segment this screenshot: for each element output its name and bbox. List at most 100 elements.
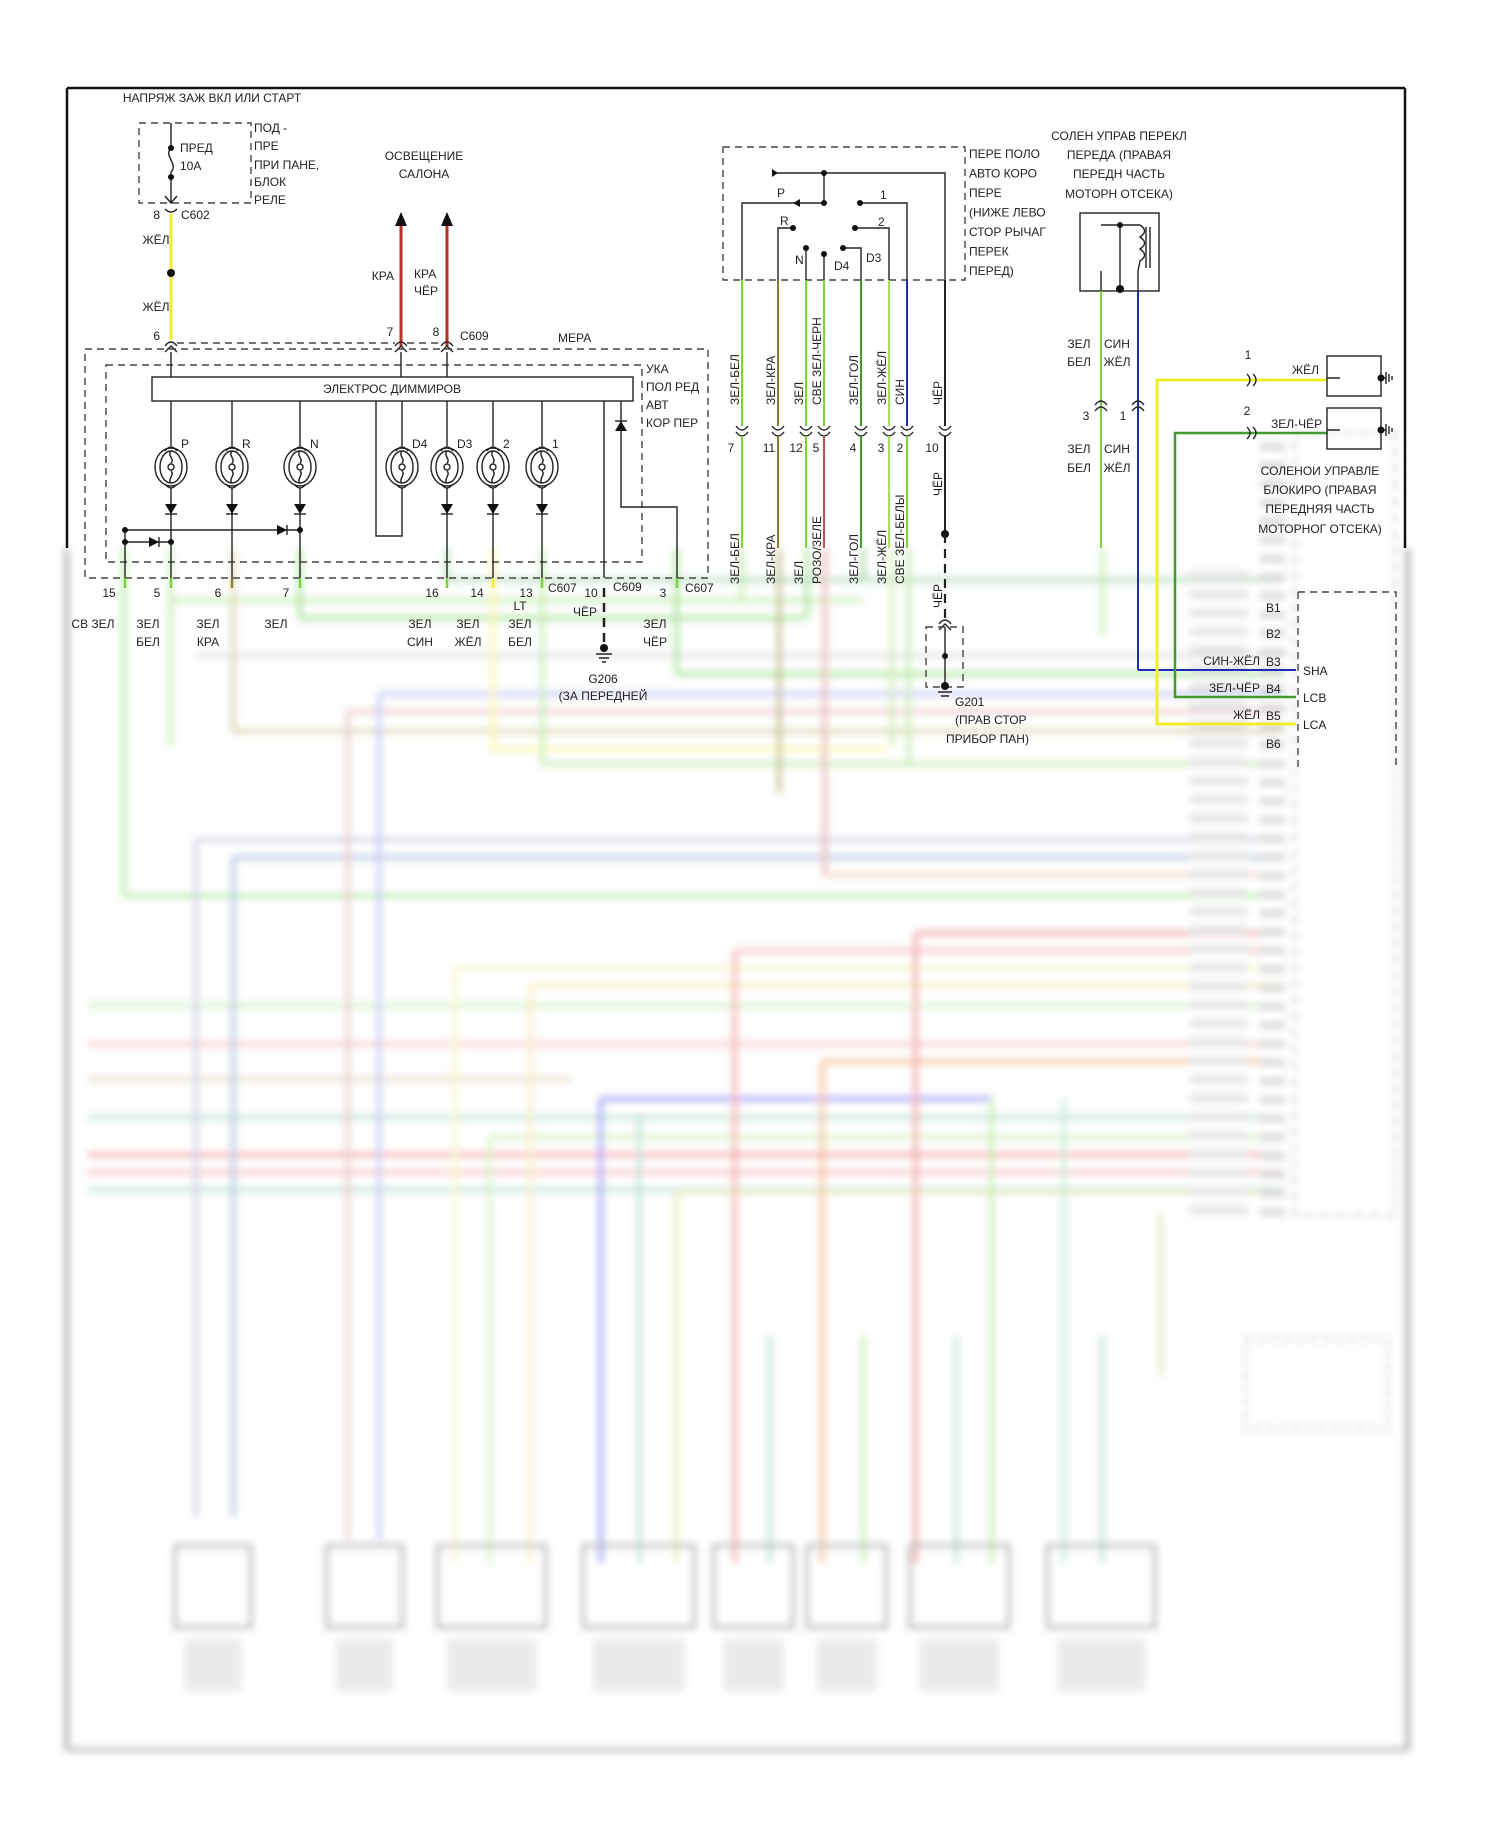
switch-wire: 5 СВЕ ЗЕЛ-ЧЕРН РОЗО/ЗЕЛЕ — [810, 280, 831, 584]
fuse-block: НАПРЯЖ ЗАЖ ВКЛ ИЛИ СТАРТ ПРЕД 10A ПОД - … — [123, 91, 319, 222]
pcm-pin: B6 — [1266, 737, 1281, 751]
contact-label: D3 — [866, 251, 882, 265]
switch-outline — [722, 146, 966, 281]
diode-icon — [165, 504, 177, 514]
wire-color-label: ЗЕЛ-КРА — [764, 535, 778, 584]
diode-icon — [149, 537, 159, 547]
fuse-name: ПРЕД — [180, 141, 213, 155]
wire-color-label: ЧЁР — [414, 284, 438, 298]
wire-color-label: ЗЕЛ — [408, 617, 431, 631]
blurred-lower-diagram — [64, 432, 1411, 1752]
contact-label: 1 — [880, 188, 887, 202]
wire-color-label: ЗЕЛ — [1067, 442, 1090, 456]
lamp-icon: R — [215, 401, 251, 578]
wire-color-label: ЗЕЛ-БЕЛ — [728, 354, 742, 405]
wire-color-label: ЧЁР — [643, 635, 667, 649]
mepa-pin: 6 ЗЕЛ КРА — [196, 578, 234, 649]
dimmer-label: ЭЛЕКТРОС ДИММИРОВ — [323, 382, 461, 396]
connector-label: C609 — [613, 580, 642, 594]
lamp-label: N — [310, 437, 319, 451]
lamp-label: R — [242, 437, 251, 451]
pcm-pin: B1 — [1266, 601, 1281, 615]
ground-location: ПРИБОР ПАН) — [946, 732, 1029, 746]
wire-color-label: ЧЁР — [931, 584, 945, 608]
pcm-pin: B4 — [1266, 682, 1281, 696]
switch-wire: 7 ЗЕЛ-БЕЛ ЗЕЛ-БЕЛ — [728, 280, 749, 584]
wire-color-label: ЧЁР — [931, 472, 945, 496]
pin-number: 1 — [1120, 409, 1127, 423]
pcm-pin: B3 — [1266, 655, 1281, 669]
wire-color-label: ЗЕЛ-ЧЁР — [1271, 417, 1322, 431]
wire-color-label: ЗЕЛ — [456, 617, 479, 631]
pin-number: 12 — [789, 441, 803, 455]
module-label: УКА — [646, 362, 669, 376]
pin-number: 15 — [102, 586, 116, 600]
pin-number: 6 — [215, 586, 222, 600]
mepa-inner-outline — [105, 364, 643, 563]
mepa-connectors: C607 C609 C607 — [548, 580, 714, 595]
wire-color-label: РОЗО/ЗЕЛЕ — [810, 516, 824, 584]
ground-icon — [1385, 372, 1393, 436]
wire-color-label: ЗЕЛ-ГОЛ — [847, 355, 861, 405]
switch-wire: 2 СИН СВЕ ЗЕЛ-БЕЛЫ — [893, 280, 914, 584]
ground-g206: G206 (ЗА ПЕРЕДНЕЙ — [559, 644, 648, 703]
lamp-label: 1 — [552, 437, 559, 451]
wire-color-label: СИН-ЖЁЛ — [1203, 654, 1260, 668]
wire-color-label: СИН — [407, 635, 433, 649]
pin-number: 3 — [878, 441, 885, 455]
pin-number: 2 — [1244, 404, 1251, 418]
lamp-label: D3 — [457, 437, 473, 451]
pin-number: 4 — [850, 441, 857, 455]
wire-color-label: ЗЕЛ-ЖЁЛ — [875, 351, 889, 405]
lamp-icon: D3 — [430, 401, 473, 578]
module-label: КОР ПЕР — [646, 416, 698, 430]
solenoid-body — [1326, 407, 1382, 450]
fuse-location: ПРИ ПАНЕ, — [254, 158, 319, 172]
blurred-component — [712, 1543, 795, 1629]
wire-color-label: КРА — [372, 269, 394, 283]
connector-label: C609 — [460, 329, 489, 343]
wire-color-label: ЗЕЛ — [643, 617, 666, 631]
mepa-module: МЕРА УКА ПОЛ РЕД АВТ КОР ПЕР ЭЛЕКТРОС ДИ… — [84, 331, 709, 579]
shift-solenoid: СОЛЕН УПРАВ ПЕРЕКЛ ПЕРЕДА (ПРАВАЯ ПЕРЕДН… — [1051, 129, 1296, 671]
arrow-up-icon — [441, 212, 453, 226]
dimmer-block — [151, 376, 634, 402]
pin-number: 5 — [813, 441, 820, 455]
component-label: ПЕРЕДНЯЯ ЧАСТЬ — [1265, 502, 1374, 516]
mepa-pin: 15 СВ ЗЕЛ — [71, 578, 127, 631]
connector-icon — [164, 208, 178, 213]
mepa-pin: 14 ЗЕЛ ЖЁЛ — [455, 578, 495, 649]
connector-label: C602 — [181, 208, 210, 222]
wire-color-label: СИН — [1104, 442, 1130, 456]
contact-label: R — [780, 214, 789, 228]
connector-label: C607 — [548, 581, 577, 595]
ground-location: (ЗА ПЕРЕДНЕЙ — [559, 688, 648, 703]
switch-label: ПЕРЕД) — [969, 264, 1014, 278]
blurred-component — [805, 1543, 889, 1629]
wire-color-label: ЗЕЛ — [264, 617, 287, 631]
shift-position-switch: ПЕРЕ ПОЛО АВТО КОРО ПЕРЕ (НИЖЕ ЛЕВО СТОР РЫЧ… — [722, 146, 1046, 281]
pcm-signal: LCB — [1303, 691, 1326, 705]
indicator-lamps: P R N D4 D3 2 1 — [154, 401, 559, 578]
pin-number: 7 — [387, 325, 394, 339]
diode-icon — [615, 421, 627, 431]
fuse-location: ПРЕ — [254, 139, 279, 153]
switch-wire: 11 ЗЕЛ-КРА ЗЕЛ-КРА — [763, 280, 785, 584]
supply-label: НАПРЯЖ ЗАЖ ВКЛ ИЛИ СТАРТ — [123, 91, 302, 105]
ground-icon — [938, 691, 952, 697]
mepa-pin: 10 ЧЁР — [573, 586, 606, 646]
pin-number: 8 — [153, 208, 160, 222]
wire-color-label: ЖЁЛ — [1104, 461, 1131, 475]
wire-color-label: ЖЁЛ — [1104, 355, 1131, 369]
connector-icon — [394, 341, 454, 347]
ground-g201: ЧЁР G201 (ПРАВ СТОР ПРИБОР ПАН) — [925, 530, 1029, 746]
connector-icon — [799, 425, 813, 437]
blurred-component — [435, 1543, 548, 1629]
pin-number: 3 — [1083, 409, 1090, 423]
switch-label: АВТО КОРО — [969, 167, 1037, 181]
fuse-rating: 10A — [180, 159, 201, 173]
wire-color-label: ЖЁЛ — [1233, 708, 1260, 722]
frame — [65, 86, 1407, 548]
